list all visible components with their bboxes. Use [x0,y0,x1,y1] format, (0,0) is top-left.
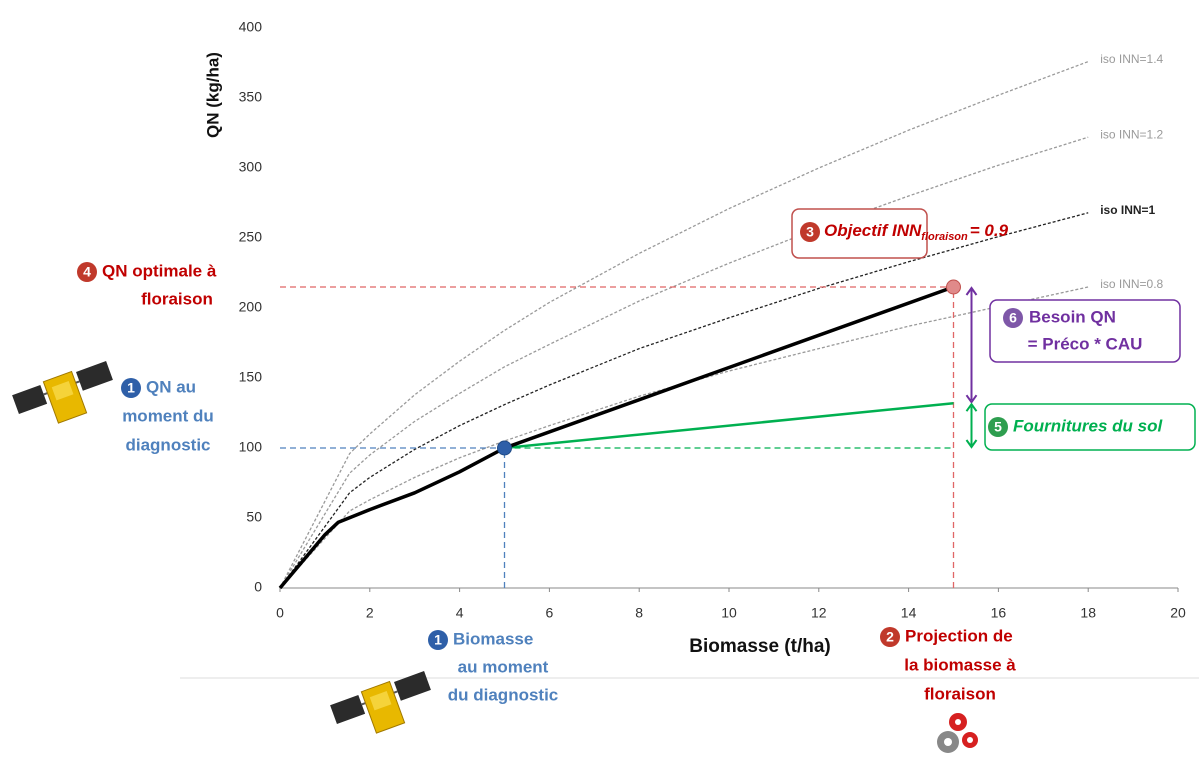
y-tick-label: 250 [239,229,263,245]
objective-main: Objectif INN [824,221,922,240]
chart: Biomasse (t/ha) QN (kg/ha) 0246810121416… [0,0,1199,764]
annotation-text: la biomasse à [904,655,1016,674]
x-tick-label: 8 [635,605,643,621]
annotation-text: = Préco * CAU [1028,334,1143,353]
annotation-text: QN au [146,377,196,396]
x-tick-label: 10 [721,605,737,621]
x-axis-title: Biomasse (t/ha) [689,636,830,657]
badge-number: 6 [1009,310,1017,326]
y-axis-title: QN (kg/ha) [203,52,222,138]
x-tick-label: 18 [1080,605,1096,621]
badge-number: 3 [806,224,814,240]
annotation-text: floraison [141,289,213,308]
x-tick-label: 4 [456,605,464,621]
annotation-text: au moment [458,657,549,676]
badge-number: 5 [994,419,1002,435]
annotation-text: floraison [924,684,996,703]
objective-value: = 0.9 [970,221,1009,240]
gears-icon [937,713,978,753]
y-tick-label: 100 [239,439,263,455]
iso-curve [280,287,1088,588]
annotation-text: moment du [122,406,214,425]
iso-curve [280,137,1088,588]
badge-number: 4 [83,264,91,280]
objective-sub: floraison [921,231,968,243]
iso-label: iso INN=1 [1100,203,1155,217]
iso-curve [280,213,1088,588]
y-tick-label: 50 [246,509,262,525]
badge-number: 1 [127,380,135,396]
badge-number: 1 [434,632,442,648]
x-tick-label: 16 [991,605,1007,621]
annotation-text: QN optimale à [102,261,217,280]
x-tick-label: 20 [1170,605,1186,621]
iso-label: iso INN=1.2 [1100,127,1163,141]
iso-label: iso INN=0.8 [1100,277,1163,291]
y-tick-label: 350 [239,89,263,105]
y-tick-label: 200 [239,299,263,315]
y-tick-label: 400 [239,19,263,35]
y-tick-label: 150 [239,369,263,385]
y-tick-label: 0 [254,579,262,595]
badge-number: 2 [886,629,894,645]
annotation-text: Fournitures du sol [1013,416,1164,435]
y-tick-label: 300 [239,159,263,175]
annotation-text: Biomasse [453,629,533,648]
iso-curve [280,62,1088,588]
objective-text: Objectif INNfloraison= 0.9 [824,221,1009,242]
satellite-icon [329,669,438,745]
x-tick-label: 2 [366,605,374,621]
x-tick-label: 12 [811,605,827,621]
iso-label: iso INN=1.4 [1100,52,1163,66]
annotation-text: diagnostic [125,435,210,454]
annotation-text: Besoin QN [1029,307,1116,326]
satellite-icon [11,359,120,435]
x-tick-label: 0 [276,605,284,621]
annotation-text: Projection de [905,626,1013,645]
annotation-text: du diagnostic [448,685,559,704]
flowering-point [947,280,961,294]
diagnostic-point [498,441,512,455]
x-tick-label: 6 [546,605,554,621]
x-tick-label: 14 [901,605,917,621]
